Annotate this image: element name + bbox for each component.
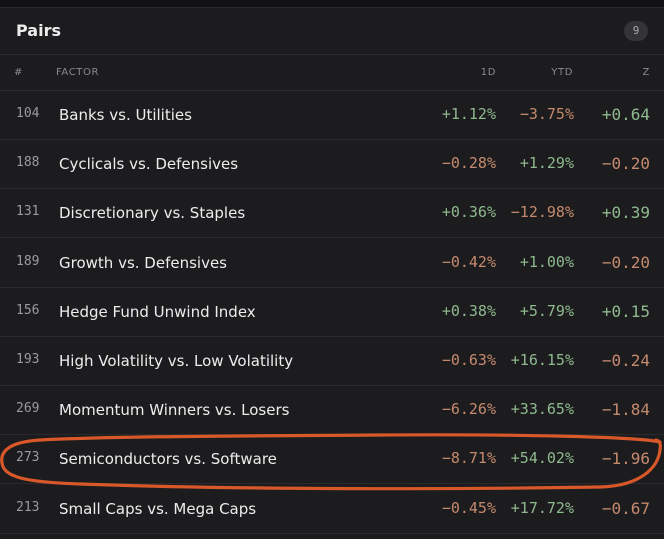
value-ytd: +1.00% <box>519 252 574 271</box>
value-1d: −0.63% <box>441 351 496 369</box>
row-number: 156 <box>16 302 40 318</box>
table-row[interactable]: 188 Cyclicals vs. Defensives −0.28% +1.29% −… <box>0 140 664 190</box>
value-ytd: +17.72% <box>510 498 574 517</box>
row-number: 131 <box>16 204 40 220</box>
value-1d: −6.26% <box>441 400 496 419</box>
value-ytd: +54.02% <box>510 449 574 468</box>
table-row[interactable]: 104 Banks vs. Utilities +1.12% −3.75% +0.64 <box>0 91 664 140</box>
table-row[interactable]: 193 High Volatility vs. Low Volatility −0.… <box>0 337 664 386</box>
factor-name: Momentum Winners vs. Losers <box>59 401 290 420</box>
column-header-ytd[interactable]: YTD <box>551 67 573 78</box>
table-row[interactable]: 213 Small Caps vs. Mega Caps −0.45% +17.72%… <box>0 485 664 534</box>
factor-name: Hedge Fund Unwind Index <box>59 302 256 321</box>
factor-name: Cyclicals vs. Defensives <box>59 155 239 174</box>
value-ytd: +1.29% <box>519 154 574 173</box>
table-row[interactable]: 131 Discretionary vs. Staples +0.36% −12.98… <box>0 189 664 239</box>
column-header-row: # FACTOR 1D YTD Z <box>0 56 664 91</box>
factor-name: Banks vs. Utilities <box>59 106 192 124</box>
value-1d: +0.38% <box>441 301 496 320</box>
row-number: 269 <box>16 401 40 417</box>
panel-title: Pairs <box>16 21 61 40</box>
value-z: −0.20 <box>601 154 650 174</box>
value-z: +0.39 <box>601 203 650 223</box>
table-row[interactable]: 269 Momentum Winners vs. Losers −6.26% +33.… <box>0 386 664 436</box>
factor-name: Growth vs. Defensives <box>59 253 227 272</box>
column-header-factor[interactable]: FACTOR <box>56 67 100 78</box>
count-badge: 9 <box>624 21 648 41</box>
value-z: −0.67 <box>601 498 650 518</box>
column-header-z[interactable]: Z <box>642 67 650 78</box>
value-z: −0.20 <box>601 252 650 272</box>
factor-name: Semiconductors vs. Software <box>59 450 277 469</box>
factor-name: Small Caps vs. Mega Caps <box>59 499 257 518</box>
row-number: 104 <box>16 106 40 121</box>
column-header-num[interactable]: # <box>14 67 23 78</box>
row-number: 213 <box>16 499 40 515</box>
row-number: 189 <box>16 253 40 269</box>
row-number: 193 <box>16 352 40 367</box>
value-1d: +0.36% <box>441 203 496 222</box>
value-1d: −8.71% <box>441 449 496 468</box>
table-row[interactable]: 273 Semiconductors vs. Software −8.71% +54.… <box>0 435 664 485</box>
value-z: −0.24 <box>601 351 650 370</box>
factor-name: Discretionary vs. Staples <box>59 204 246 223</box>
value-z: +0.15 <box>601 301 650 321</box>
value-z: −1.84 <box>601 400 650 420</box>
value-1d: −0.45% <box>441 498 496 517</box>
value-1d: +1.12% <box>441 105 496 123</box>
table-row[interactable]: 189 Growth vs. Defensives −0.42% +1.00% −0.2… <box>0 239 664 288</box>
panel-header: Pairs 9 <box>0 8 664 55</box>
value-ytd: +33.65% <box>510 400 574 419</box>
column-header-1d[interactable]: 1D <box>480 67 496 78</box>
value-ytd: +5.79% <box>519 301 574 320</box>
row-number: 188 <box>16 155 40 171</box>
top-edge <box>0 0 664 8</box>
row-number: 273 <box>16 450 40 466</box>
value-ytd: −3.75% <box>519 105 574 123</box>
value-ytd: −12.98% <box>510 203 574 222</box>
value-z: +0.64 <box>601 105 650 124</box>
factor-name: High Volatility vs. Low Volatility <box>59 352 294 370</box>
value-z: −1.96 <box>601 449 650 469</box>
table-row[interactable]: 156 Hedge Fund Unwind Index +0.38% +5.79% +0… <box>0 288 664 337</box>
value-1d: −0.28% <box>441 154 496 173</box>
value-1d: −0.42% <box>441 252 496 271</box>
value-ytd: +16.15% <box>510 351 574 369</box>
